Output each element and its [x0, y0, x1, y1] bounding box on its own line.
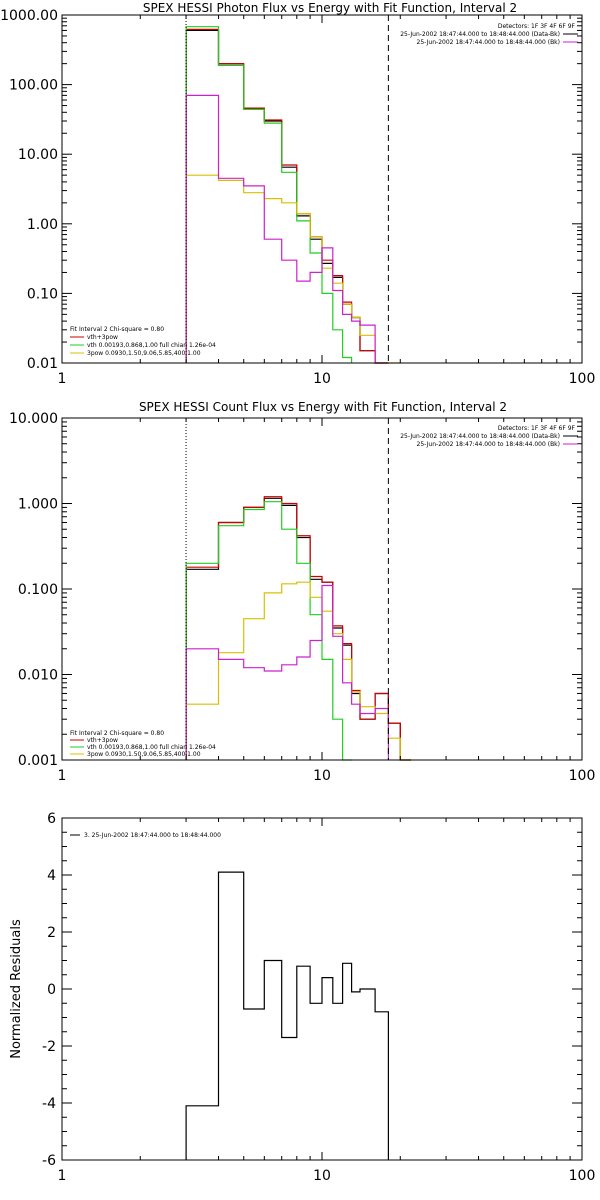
- x-tick-label: 10: [313, 768, 331, 784]
- residuals-legend-item: 3. 25-Jun-2002 18:47:44.000 to 18:48:44.…: [84, 832, 221, 839]
- y-tick-label: 100.00: [9, 78, 58, 94]
- series-green-line: [185, 26, 353, 363]
- x-tick-label: 100: [569, 371, 596, 387]
- series-yellow-line: [185, 174, 401, 364]
- count-flux-panel: SPEX HESSI Count Flux vs Energy with Fit…: [9, 400, 595, 784]
- series-red-line: [185, 496, 411, 761]
- photon-flux-panel: SPEX HESSI Photon Flux vs Energy with Fi…: [0, 1, 595, 387]
- y-tick-label: 0.001: [18, 753, 58, 769]
- y-tick-label: 0: [47, 982, 56, 998]
- y-tick-label: 1.00: [27, 217, 58, 233]
- y-tick-label: 0.01: [27, 356, 58, 372]
- y-tick-label: -6: [42, 1153, 56, 1169]
- count-flux-plot-frame: [61, 417, 583, 761]
- y-tick-label: -2: [42, 1039, 56, 1055]
- photon-legend-item-2: vth 0.00193,0.868,1.00 full chian 1.26e-…: [87, 342, 216, 349]
- photon-info-line-2: 25-Jun-2002 18:47:44.000 to 18:48:44.000…: [400, 31, 560, 38]
- y-tick-label: 0.10: [27, 286, 58, 302]
- photon-legend-item-3: 3pow 0.0930,1.50,9.06,5.85,400,1.00: [87, 350, 201, 357]
- y-tick-label: 0.010: [18, 668, 58, 684]
- y-tick-label: 2: [47, 925, 56, 941]
- series-red-line: [185, 28, 389, 364]
- photon-flux-plot-frame: [61, 14, 583, 364]
- y-tick-label: 10.000: [9, 411, 58, 427]
- count-info-line-3: 25-Jun-2002 18:47:44.000 to 18:48:44.000…: [417, 441, 560, 448]
- count-info-line-2: 25-Jun-2002 18:47:44.000 to 18:48:44.000…: [400, 433, 560, 440]
- photon-info-line-3: 25-Jun-2002 18:47:44.000 to 18:48:44.000…: [417, 39, 560, 46]
- count-legend-item-2: vth 0.00193,0.868,1.00 full chian 1.26e-…: [87, 744, 216, 751]
- count-legend-item-1: vth+3pow: [87, 737, 118, 744]
- x-tick-label: 1: [58, 768, 67, 784]
- x-tick-label: 10: [313, 1168, 331, 1184]
- y-tick-label: 1000.00: [0, 8, 58, 24]
- count-flux-title: SPEX HESSI Count Flux vs Energy with Fit…: [139, 400, 507, 414]
- residuals-ylabel: Normalized Residuals: [9, 919, 24, 1059]
- count-info-line-1: Detectors: 1F 3F 4F 6F 9F: [498, 425, 576, 432]
- y-tick-label: 10.00: [18, 147, 58, 163]
- x-tick-label: 1: [58, 371, 67, 387]
- series-yellow-line: [185, 581, 411, 761]
- x-tick-label: 1: [58, 1168, 67, 1184]
- count-legend-chi: Fit Interval 2 Chi-square = 0.80: [70, 730, 164, 737]
- photon-info-line-1: Detectors: 1F 3F 4F 6F 9F: [498, 23, 576, 30]
- series-black-line: [185, 497, 411, 761]
- series-green-line: [185, 501, 352, 761]
- series-magenta-line: [185, 584, 389, 760]
- photon-flux-title: SPEX HESSI Photon Flux vs Energy with Fi…: [143, 1, 517, 15]
- photon-legend-chi: Fit Interval 2 Chi-square = 0.80: [70, 326, 164, 333]
- x-tick-label: 100: [569, 1168, 596, 1184]
- x-tick-label: 10: [313, 371, 331, 387]
- x-tick-label: 100: [569, 768, 596, 784]
- residuals-panel: 1 10 100 6 4 2 0 -2 -4 -6 Normalized Residuals 3.…: [9, 811, 595, 1184]
- y-tick-label: 1.000: [18, 497, 58, 513]
- residuals-plot-frame: [61, 817, 583, 1161]
- series-black-line: [185, 29, 389, 364]
- count-legend-item-3: 3pow 0.0930,1.50,9.06,5.85,400,1.00: [87, 751, 201, 758]
- y-tick-label: -4: [42, 1096, 56, 1112]
- y-tick-label: 0.100: [18, 582, 58, 598]
- series-magenta-line: [185, 94, 389, 364]
- series-black-line: [185, 871, 389, 1160]
- photon-legend-item-1: vth+3pow: [87, 334, 118, 341]
- y-tick-label: 4: [47, 868, 56, 884]
- y-tick-label: 6: [47, 811, 56, 827]
